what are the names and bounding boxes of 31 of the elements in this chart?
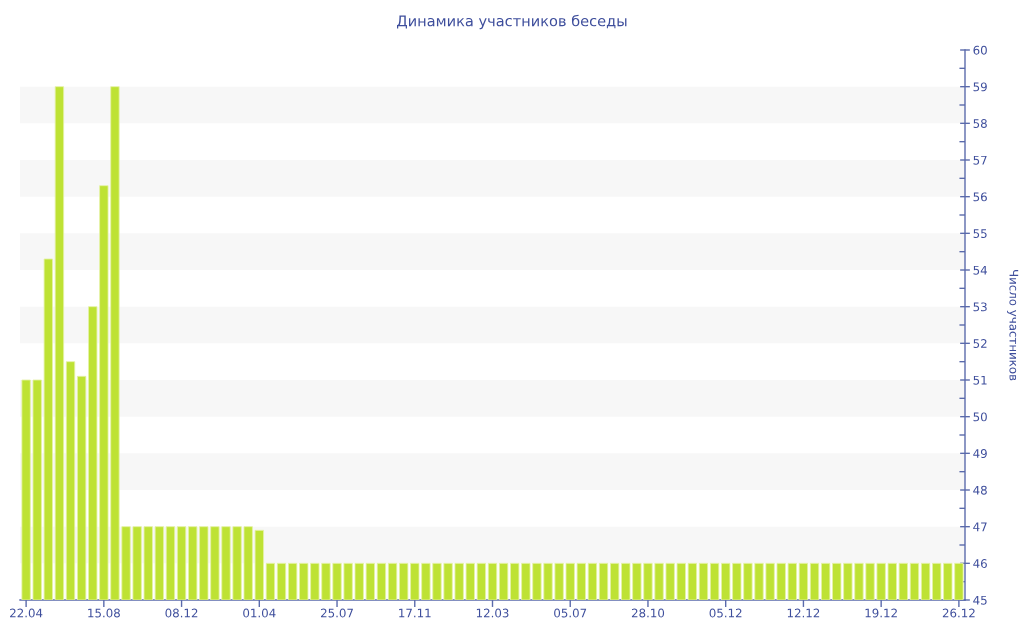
y-tick-label: 57 bbox=[973, 155, 987, 165]
x-tick-label: 01.04 bbox=[243, 608, 276, 618]
y-tick-label: 55 bbox=[973, 229, 987, 238]
x-tick-label: 12.03 bbox=[476, 608, 509, 618]
y-axis-title: Число участников bbox=[1007, 269, 1019, 381]
y-tick-label: 52 bbox=[973, 339, 987, 348]
y-tick-label: 54 bbox=[973, 265, 987, 275]
x-tick-label: 05.12 bbox=[709, 608, 742, 618]
x-tick-label: 25.07 bbox=[321, 608, 353, 618]
y-tick-label: 56 bbox=[973, 192, 987, 202]
y-tick-label: 50 bbox=[973, 412, 987, 422]
chart-title: Динамика участников беседы bbox=[397, 14, 627, 30]
x-tick-label: 12.12 bbox=[787, 608, 820, 618]
y-tick-label: 49 bbox=[973, 449, 987, 458]
x-tick-label: 08.12 bbox=[165, 608, 198, 618]
x-tick-label: 15.08 bbox=[88, 608, 120, 618]
y-tick-label: 51 bbox=[973, 375, 987, 385]
x-tick-label: 28.10 bbox=[631, 608, 665, 618]
y-tick-label: 48 bbox=[973, 485, 987, 495]
x-tick-label: 22.04 bbox=[10, 608, 43, 618]
y-tick-label: 46 bbox=[973, 559, 987, 568]
x-tick-label: 26.12 bbox=[942, 608, 975, 618]
y-tick-label: 53 bbox=[973, 302, 987, 312]
y-tick-label: 47 bbox=[973, 522, 987, 532]
x-tick-label: 17.11 bbox=[399, 608, 431, 618]
x-tick-label: 19.12 bbox=[865, 608, 897, 618]
y-tick-label: 58 bbox=[973, 119, 987, 128]
y-tick-label: 45 bbox=[973, 595, 987, 605]
x-tick-label: 05.07 bbox=[554, 608, 587, 618]
y-tick-label: 60 bbox=[973, 45, 987, 55]
y-tick-label: 59 bbox=[973, 82, 987, 92]
